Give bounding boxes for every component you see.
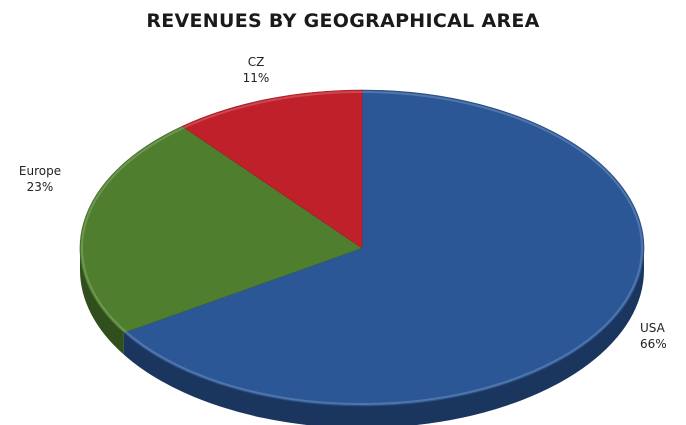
pie-slices xyxy=(79,89,645,407)
pie-side-europe xyxy=(80,248,124,355)
pie-rim-highlight xyxy=(81,91,643,405)
pie-slice-europe xyxy=(79,125,363,334)
pie-labels: USA 66% Europe 23% CZ 11% xyxy=(19,55,667,351)
chart-title: REVENUES BY GEOGRAPHICAL AREA xyxy=(146,10,540,32)
slice-label-cz: CZ xyxy=(248,55,265,69)
slice-percent-europe: 23% xyxy=(27,180,54,194)
pie-slice-cz xyxy=(181,89,363,249)
slice-label-usa: USA xyxy=(640,321,666,335)
slice-label-europe: Europe xyxy=(19,164,61,178)
slice-percent-usa: 66% xyxy=(640,337,667,351)
slice-percent-cz: 11% xyxy=(243,71,270,85)
pie-3d-sides xyxy=(80,248,644,425)
pie-slice-usa xyxy=(123,89,645,407)
